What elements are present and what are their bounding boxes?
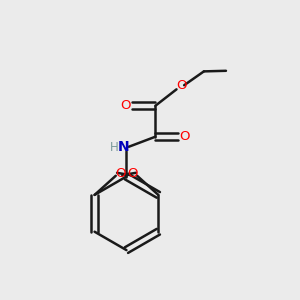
Text: N: N [118,140,129,154]
Text: H: H [110,141,119,154]
Text: O: O [120,99,130,112]
Text: O: O [176,79,187,92]
Text: O: O [115,167,125,180]
Text: O: O [179,130,190,143]
Text: O: O [128,167,138,180]
